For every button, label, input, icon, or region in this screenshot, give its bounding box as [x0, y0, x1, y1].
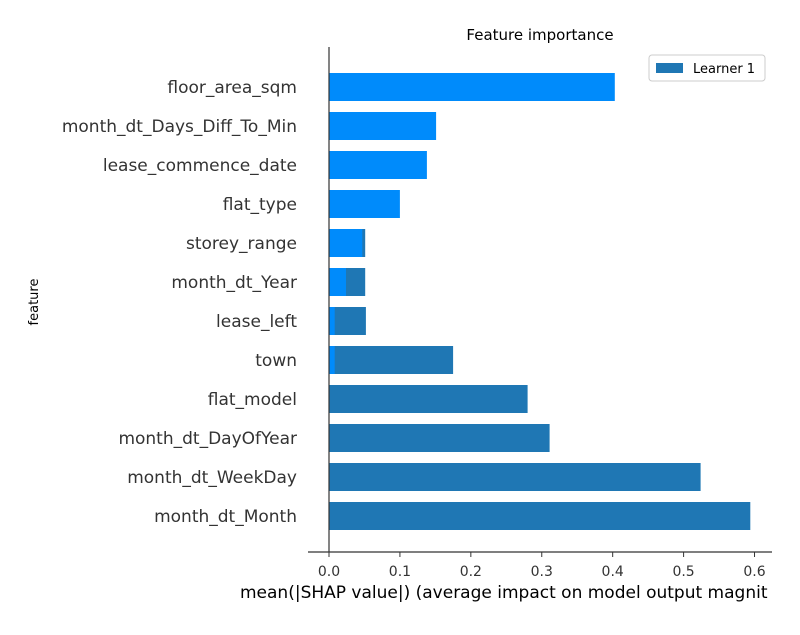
bar-lease_left-series-1 — [329, 307, 366, 335]
x-tick-label: 0.5 — [672, 564, 694, 580]
bar-month_dt_Month-series-1 — [329, 502, 751, 530]
y-tick-label: month_dt_Year — [171, 273, 297, 293]
x-tick-label: 0.1 — [389, 564, 411, 580]
legend-frame — [648, 54, 766, 82]
legend-swatch — [656, 63, 683, 73]
y-axis-label: feature — [27, 279, 42, 326]
y-tick-label: month_dt_Days_Diff_To_Min — [62, 117, 297, 137]
y-tick-label: lease_commence_date — [103, 156, 297, 176]
bar-lease_left-series-2 — [329, 307, 335, 335]
x-ticks: 0.0 0.1 0.2 0.3 0.4 0.5 0.6 — [318, 552, 766, 580]
y-tick-label: flat_model — [208, 390, 297, 410]
bar-flat_model-series-1 — [329, 385, 528, 413]
y-tick-label: month_dt_Month — [154, 507, 297, 527]
x-tick-label: 0.0 — [318, 564, 340, 580]
bar-month_dt_DayOfYear-series-1 — [329, 424, 550, 452]
x-tick-label: 0.6 — [743, 564, 765, 580]
x-axis-label: mean(|SHAP value|) (average impact on mo… — [240, 583, 768, 603]
legend-label: Learner 1 — [693, 62, 755, 77]
legend: Learner 1 — [648, 54, 766, 82]
chart-title: Feature importance — [466, 26, 613, 44]
bar-storey_range-series-2 — [329, 229, 363, 257]
y-tick-label: storey_range — [186, 234, 297, 254]
bar-town-series-2 — [329, 346, 335, 374]
bar-month_dt_Year-series-2 — [329, 268, 346, 296]
y-tick-label: flat_type — [223, 195, 297, 215]
bar-town-series-1 — [329, 346, 454, 374]
bar-month_dt_WeekDay-series-1 — [329, 463, 701, 491]
bar-flat_type-series-2 — [329, 190, 400, 218]
bar-lease_commence_date-series-2 — [329, 151, 427, 179]
bars-group — [329, 73, 751, 530]
y-tick-labels: floor_area_sqm month_dt_Days_Diff_To_Minl… — [62, 78, 297, 527]
y-tick-label: month_dt_DayOfYear — [118, 429, 297, 449]
y-tick-label: floor_area_sqm — [167, 78, 297, 98]
y-tick-label: town — [255, 351, 297, 371]
bar-floor_area_sqm-series-2 — [329, 73, 615, 101]
bar-month_dt_Days_Diff_To_Min-series-2 — [329, 112, 437, 140]
x-tick-label: 0.3 — [531, 564, 553, 580]
x-tick-label: 0.2 — [460, 564, 482, 580]
y-tick-label: month_dt_WeekDay — [127, 468, 297, 488]
y-tick-label: lease_left — [216, 312, 297, 332]
x-tick-label: 0.4 — [602, 564, 624, 580]
